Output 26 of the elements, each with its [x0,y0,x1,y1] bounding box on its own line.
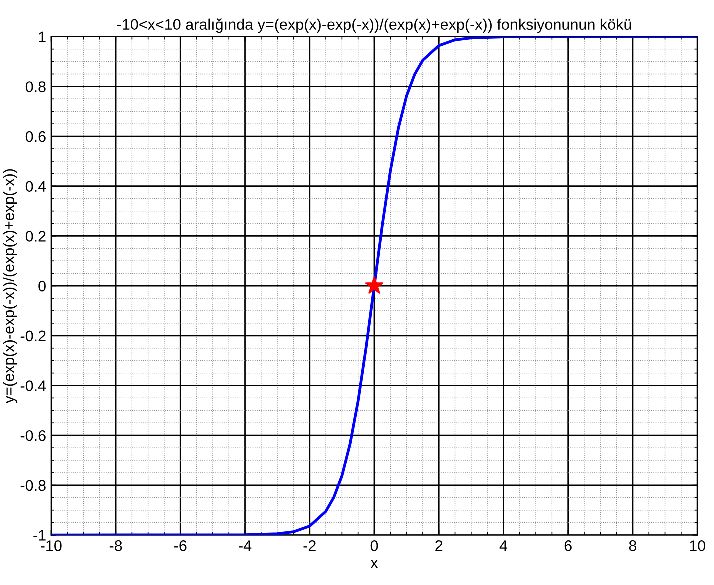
line-series [51,36,698,536]
x-axis-title: x [370,560,378,568]
y-tick-label: 0.8 [26,82,46,92]
y-tick-label: -0.8 [20,480,46,492]
y-tick-label: 0.4 [26,181,46,192]
y-tick-label: -0.6 [20,430,46,442]
x-tick-label: -6 [174,540,187,552]
y-tick-label: 1 [39,32,46,42]
x-tick-label: -2 [304,540,316,552]
y-axis-title: y=(exp(x)-exp(-x))/(exp(x)+exp(-x)) [3,169,18,404]
y-tick-label: -0.4 [20,380,46,392]
y-tick-label: 0.6 [26,131,46,142]
x-tick-label: 0 [370,540,378,552]
x-tick-label: 2 [436,540,443,552]
chart-title: -10<x<10 aralığında y=(exp(x)-exp(-x))/(exp(x)+exp(-x)) fonksiyonunun kökü [117,18,632,34]
y-tick-label: -0.2 [20,330,46,342]
x-tick-label: -8 [110,540,122,552]
x-tick-label: 6 [564,540,572,552]
y-tick-label: -1 [34,530,46,541]
x-tick-label: -4 [239,540,252,552]
y-tick-label: 0.2 [26,231,46,242]
x-tick-label: 10 [690,540,706,552]
x-tick-label: 4 [500,540,508,552]
x-tick-label: -10 [41,540,62,552]
x-tick-label: 8 [629,540,637,552]
y-tick-label: 0 [38,280,46,292]
